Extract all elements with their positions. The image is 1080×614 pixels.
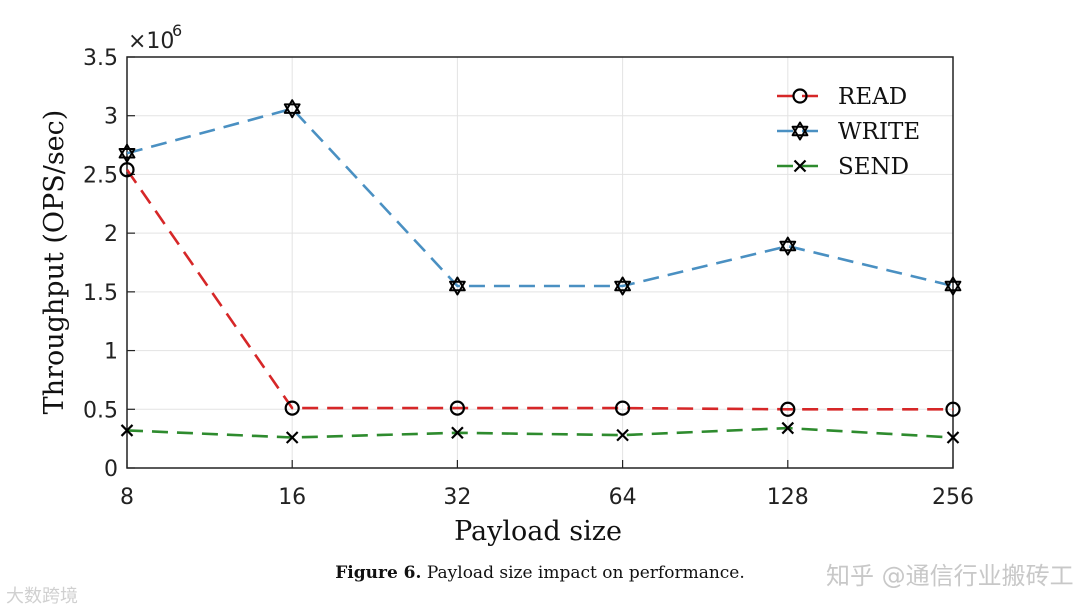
x-marker-stroke bbox=[285, 431, 299, 444]
data-point-send bbox=[451, 426, 464, 440]
caption-text: Payload size impact on performance. bbox=[426, 563, 745, 583]
x-axis-ticks: 8 16 32 64 128 256 bbox=[120, 460, 974, 510]
y-tick-label: 0.5 bbox=[83, 398, 118, 423]
data-point-send bbox=[120, 424, 134, 437]
hexagram-triangle-down bbox=[118, 148, 136, 163]
data-point-send bbox=[946, 431, 960, 444]
watermark-left: 大数跨境 bbox=[6, 586, 78, 607]
y-axis-label: Throughput (OPS/sec) bbox=[39, 110, 70, 415]
data-point-read bbox=[780, 401, 796, 417]
hexagram-triangle-up bbox=[614, 276, 631, 292]
y-tick-label: 1.5 bbox=[83, 281, 118, 306]
legend-label-write: WRITE bbox=[838, 119, 920, 145]
data-point-send bbox=[616, 428, 629, 442]
data-point-write bbox=[118, 143, 136, 163]
y-tick-label: 2 bbox=[104, 222, 118, 247]
data-point-read bbox=[945, 401, 961, 417]
legend-label-read: READ bbox=[838, 84, 907, 110]
data-point-send bbox=[781, 421, 795, 435]
legend: READ WRITE SEND bbox=[777, 84, 920, 180]
caption-label: Figure 6. bbox=[335, 563, 422, 583]
x-tick-label: 8 bbox=[120, 485, 134, 510]
hexagram-triangle-up bbox=[791, 121, 809, 137]
hexagram-triangle-up bbox=[449, 276, 466, 292]
watermark-right: 知乎 @通信行业搬砖工 bbox=[826, 562, 1074, 590]
hexagram-triangle-up bbox=[779, 236, 797, 252]
hexagram-triangle-up bbox=[118, 143, 136, 159]
data-point-write bbox=[283, 99, 301, 119]
y-multiplier: ×10 bbox=[128, 29, 174, 54]
plot-frame bbox=[126, 56, 954, 469]
data-point-read bbox=[614, 400, 631, 416]
x-tick-label: 16 bbox=[278, 485, 306, 510]
data-point-send bbox=[285, 431, 299, 444]
x-marker-stroke bbox=[781, 421, 795, 435]
hexagram-triangle-down bbox=[779, 240, 797, 256]
series-lines bbox=[125, 107, 954, 439]
y-tick-label: 0 bbox=[104, 457, 118, 482]
x-tick-label: 64 bbox=[609, 485, 637, 510]
y-exponent-value: 6 bbox=[172, 21, 182, 40]
y-axis-ticks: 0 0.5 1 1.5 2 2.5 3 3.5 bbox=[83, 46, 135, 482]
y-exponent: ×10 6 bbox=[128, 21, 182, 54]
hexagram-triangle-up bbox=[944, 276, 962, 292]
x-axis-label: Payload size bbox=[454, 516, 622, 547]
legend-label-send: SEND bbox=[838, 154, 909, 180]
y-tick-label: 3 bbox=[104, 105, 118, 130]
hexagram-triangle-down bbox=[449, 280, 466, 296]
x-marker-stroke bbox=[946, 431, 960, 444]
legend-marker-write bbox=[791, 121, 809, 141]
data-point-write bbox=[944, 276, 962, 296]
x-marker-stroke bbox=[793, 159, 807, 173]
x-tick-label: 32 bbox=[443, 485, 471, 510]
x-tick-label: 256 bbox=[932, 485, 974, 510]
series-line-send bbox=[126, 426, 954, 439]
y-tick-label: 2.5 bbox=[83, 163, 118, 188]
data-point-write bbox=[779, 236, 797, 256]
figure-caption: Figure 6. Payload size impact on perform… bbox=[0, 563, 1080, 583]
x-marker-stroke bbox=[451, 426, 464, 440]
data-point-write bbox=[614, 276, 631, 296]
data-point-write bbox=[449, 276, 466, 296]
chart: 0 0.5 1 1.5 2 2.5 3 3.5 8 16 32 64 128 256 ×10 6 Pay… bbox=[39, 21, 974, 547]
series-markers bbox=[118, 99, 962, 444]
hexagram-triangle-down bbox=[944, 280, 962, 296]
hexagram-triangle-down bbox=[791, 125, 809, 141]
y-tick-label: 3.5 bbox=[83, 46, 118, 71]
x-marker-stroke bbox=[616, 428, 629, 442]
legend-marker-read bbox=[792, 88, 808, 104]
series-line-write bbox=[126, 107, 954, 288]
y-tick-label: 1 bbox=[104, 340, 118, 365]
hexagram-triangle-down bbox=[283, 103, 301, 119]
x-marker-stroke bbox=[120, 424, 134, 437]
data-point-read bbox=[449, 400, 465, 416]
data-point-read bbox=[119, 162, 135, 178]
x-tick-label: 128 bbox=[767, 485, 809, 510]
legend-marker-send bbox=[793, 159, 807, 173]
series-line-read bbox=[125, 168, 953, 411]
hexagram-triangle-down bbox=[614, 280, 631, 296]
data-point-read bbox=[284, 400, 300, 416]
hexagram-triangle-up bbox=[283, 99, 301, 114]
